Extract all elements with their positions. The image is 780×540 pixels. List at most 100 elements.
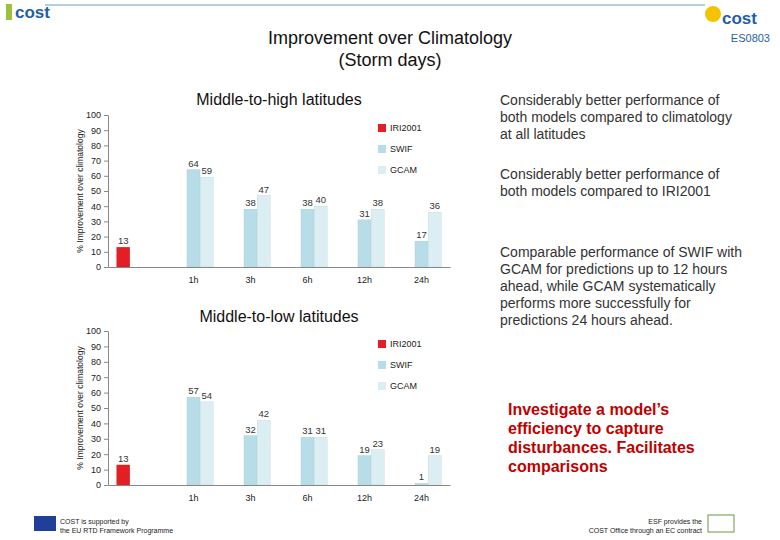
y-tick-mark	[104, 267, 108, 268]
y-tick-mark	[104, 470, 108, 471]
y-tick-mark	[104, 408, 108, 409]
legend-swatch	[378, 382, 386, 390]
y-tick-label: 50	[91, 186, 101, 196]
footer-right: COST Office through an EC contract	[589, 527, 702, 535]
y-tick: 70	[91, 156, 108, 166]
x-tick: 12h	[357, 275, 372, 285]
bar	[244, 436, 257, 485]
y-tick-label: 80	[91, 357, 101, 367]
y-tick-mark	[104, 145, 108, 146]
y-tick-label: 60	[91, 171, 101, 181]
chart-title: Middle-to-high latitudes	[196, 91, 361, 108]
chart-title: Middle-to-low latitudes	[199, 308, 358, 325]
slide-title: (Storm days)	[338, 50, 441, 70]
bar	[187, 170, 200, 267]
logo-right-mark	[705, 6, 721, 22]
legend-label: SWIF	[390, 144, 413, 154]
bar	[301, 437, 314, 485]
y-tick-mark	[104, 393, 108, 394]
y-tick: 50	[91, 186, 108, 196]
footer-right: ESF provides the	[648, 518, 702, 526]
data-label: 32	[245, 424, 256, 435]
x-tick: 3h	[245, 275, 255, 285]
y-tick: 100	[86, 110, 108, 120]
bar	[257, 420, 270, 485]
footer-left: the EU RTD Framework Programme	[60, 527, 173, 535]
data-label: 54	[201, 390, 212, 401]
data-label: 13	[118, 235, 129, 246]
note: Comparable performance of SWIF with GCAM…	[500, 244, 742, 329]
series-bars	[200, 177, 441, 267]
y-tick: 40	[91, 419, 108, 429]
x-tick-label: 6h	[302, 275, 312, 285]
y-tick-label: 100	[86, 110, 101, 120]
y-axis: 0102030405060708090100	[86, 110, 109, 272]
y-tick-mark	[104, 454, 108, 455]
series-bars	[187, 170, 428, 267]
x-axis: 1h3h6h12h24h	[109, 486, 451, 504]
logo-right: cost	[722, 9, 757, 28]
legend-swatch	[378, 361, 386, 369]
bar	[314, 437, 327, 485]
bar	[200, 402, 213, 485]
logo-left-mark	[6, 4, 12, 20]
data-label: 17	[416, 229, 427, 240]
legend-swatch	[378, 166, 386, 174]
bar	[187, 397, 200, 485]
y-tick-mark	[104, 377, 108, 378]
chart: Middle-to-low latitudes % Improvement ove…	[75, 308, 451, 503]
y-tick-label: 50	[91, 403, 101, 413]
y-tick-mark	[104, 221, 108, 222]
x-tick-label: 1h	[188, 493, 198, 503]
data-label: 42	[258, 408, 269, 419]
y-tick-mark	[104, 362, 108, 363]
note: Considerably better performance of both …	[500, 92, 742, 143]
y-axis-title: % Improvement over climatology	[75, 346, 85, 470]
data-label: 36	[429, 200, 440, 211]
y-tick-mark	[104, 237, 108, 238]
x-tick-label: 24h	[414, 275, 429, 285]
y-tick: 40	[91, 202, 108, 212]
data-label: 38	[245, 197, 256, 208]
y-tick-label: 70	[91, 373, 101, 383]
y-tick-mark	[104, 161, 108, 162]
footer-left: COST is supported by	[60, 518, 129, 526]
legend: IRI2001SWIFGCAM	[378, 339, 422, 391]
y-tick: 0	[96, 262, 108, 272]
legend-swatch	[378, 145, 386, 153]
bar	[301, 209, 314, 267]
y-tick-label: 60	[91, 388, 101, 398]
bar	[117, 465, 130, 485]
y-tick: 0	[96, 480, 108, 490]
legend: IRI2001SWIFGCAM	[378, 123, 422, 175]
bar	[314, 206, 327, 267]
data-label: 64	[188, 158, 199, 169]
bar	[371, 209, 384, 267]
y-tick-mark	[104, 346, 108, 347]
x-tick: 6h	[302, 493, 312, 503]
y-tick-mark	[104, 176, 108, 177]
y-tick: 80	[91, 357, 108, 367]
slide: costcostES0803Improvement over Climatolo…	[0, 0, 780, 540]
x-tick: 1h	[188, 493, 198, 503]
data-label: 31	[359, 208, 370, 219]
y-tick-label: 100	[86, 326, 101, 336]
y-tick-label: 10	[91, 247, 101, 257]
y-tick-label: 70	[91, 156, 101, 166]
data-label: 57	[188, 385, 199, 396]
x-axis-line	[109, 485, 451, 486]
bar	[358, 220, 371, 267]
data-label: 59	[201, 165, 212, 176]
y-tick: 60	[91, 388, 108, 398]
bar	[415, 483, 428, 485]
data-label: 19	[359, 444, 370, 455]
data-labels: 1364383831175947403836	[118, 158, 440, 247]
y-tick: 50	[91, 403, 108, 413]
header-rule	[45, 5, 705, 6]
y-tick: 30	[91, 434, 108, 444]
bar	[117, 247, 130, 267]
slide-title: Improvement over Climatology	[268, 28, 512, 48]
legend-swatch	[378, 340, 386, 348]
y-axis-title: % Improvement over climatology	[75, 129, 85, 253]
y-tick-label: 90	[91, 342, 101, 352]
